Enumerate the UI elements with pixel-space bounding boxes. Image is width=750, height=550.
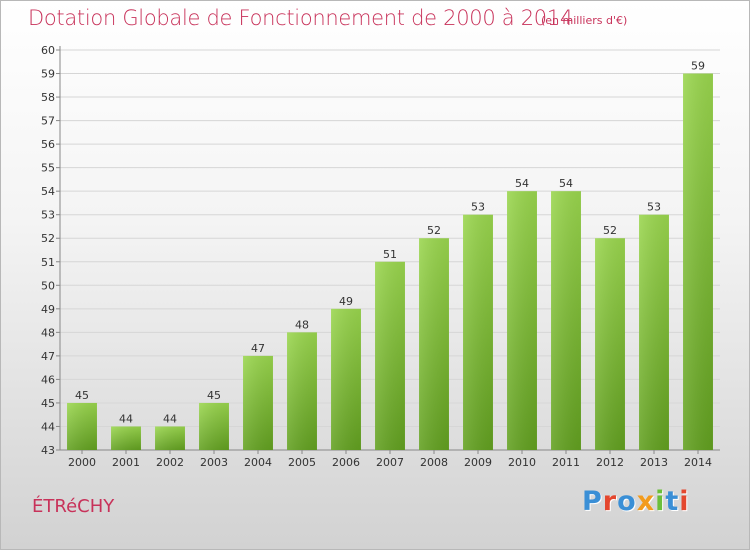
x-tick-label: 2011 — [552, 456, 580, 469]
y-tick-label: 50 — [41, 279, 55, 292]
x-tick-label: 2001 — [112, 456, 140, 469]
bar-value-label: 45 — [207, 389, 221, 402]
bar-shade — [243, 355, 273, 450]
bar-value-label: 52 — [603, 224, 617, 237]
bar-shade — [507, 191, 537, 451]
bar-value-label: 53 — [647, 201, 661, 214]
y-tick-label: 60 — [41, 44, 55, 57]
bar-value-label: 59 — [691, 60, 705, 73]
chart-subtitle: (en milliers d'€) — [541, 14, 628, 27]
y-tick-label: 54 — [41, 185, 55, 198]
bar-shade — [375, 261, 405, 450]
x-tick-label: 2006 — [332, 456, 360, 469]
bar-value-label: 47 — [251, 342, 265, 355]
x-tick-label: 2002 — [156, 456, 184, 469]
logo-letter: i — [679, 486, 690, 517]
x-tick-label: 2008 — [420, 456, 448, 469]
x-tick-label: 2003 — [200, 456, 228, 469]
bar-value-label: 53 — [471, 201, 485, 214]
bar-value-label: 54 — [559, 177, 573, 190]
proxiti-logo: Proxiti — [582, 486, 690, 517]
bar-value-label: 48 — [295, 318, 309, 331]
x-tick-label: 2010 — [508, 456, 536, 469]
logo-letter: i — [655, 486, 666, 517]
bar-shade — [463, 214, 493, 450]
y-tick-label: 46 — [41, 373, 55, 386]
y-tick-label: 47 — [41, 350, 55, 363]
bar-shade — [199, 402, 229, 450]
y-tick-label: 59 — [41, 68, 55, 81]
bar-value-label: 45 — [75, 389, 89, 402]
x-tick-label: 2000 — [68, 456, 96, 469]
x-tick-label: 2007 — [376, 456, 404, 469]
y-tick-label: 44 — [41, 420, 55, 433]
bar-value-label: 44 — [163, 412, 177, 425]
bar-value-label: 49 — [339, 295, 353, 308]
bar-value-label: 54 — [515, 177, 529, 190]
y-tick-label: 43 — [41, 444, 55, 457]
y-tick-label: 51 — [41, 256, 55, 269]
x-tick-label: 2013 — [640, 456, 668, 469]
logo-letter: t — [665, 486, 680, 517]
chart-title: Dotation Globale de Fonctionnement de 20… — [28, 6, 573, 30]
y-tick-label: 57 — [41, 115, 55, 128]
y-tick-label: 58 — [41, 91, 55, 104]
bar-value-label: 44 — [119, 412, 133, 425]
logo-letter: P — [582, 486, 603, 517]
x-tick-label: 2014 — [684, 456, 712, 469]
y-tick-label: 45 — [41, 397, 55, 410]
logo-letter: o — [617, 486, 637, 517]
y-tick-label: 48 — [41, 326, 55, 339]
x-tick-label: 2005 — [288, 456, 316, 469]
bar-shade — [155, 426, 185, 450]
bar-layer: 45 44 44 45 47 48 49 51 52 53 54 54 52 53 59 — [67, 60, 713, 451]
bar-shade — [551, 191, 581, 451]
bar-shade — [639, 214, 669, 450]
commune-name: ÉTRéCHY — [32, 496, 115, 517]
bar-shade — [595, 238, 625, 450]
x-tick-label: 2004 — [244, 456, 272, 469]
bar-shade — [683, 73, 713, 450]
bar-shade — [287, 332, 317, 450]
bar-value-label: 52 — [427, 224, 441, 237]
bar-shade — [111, 426, 141, 450]
logo-letter: r — [602, 486, 618, 517]
y-tick-label: 52 — [41, 232, 55, 245]
bar-shade — [331, 308, 361, 450]
y-tick-label: 56 — [41, 138, 55, 151]
y-tick-label: 53 — [41, 209, 55, 222]
bar-shade — [419, 238, 449, 450]
x-tick-label: 2012 — [596, 456, 624, 469]
y-tick-label: 49 — [41, 303, 55, 316]
logo-letter: x — [636, 486, 656, 517]
bar-shade — [67, 402, 97, 450]
bar-value-label: 51 — [383, 248, 397, 261]
y-tick-label: 55 — [41, 162, 55, 175]
x-tick-label: 2009 — [464, 456, 492, 469]
